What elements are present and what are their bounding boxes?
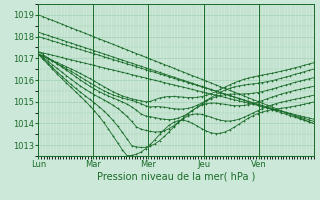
X-axis label: Pression niveau de la mer( hPa ): Pression niveau de la mer( hPa ) <box>97 172 255 182</box>
